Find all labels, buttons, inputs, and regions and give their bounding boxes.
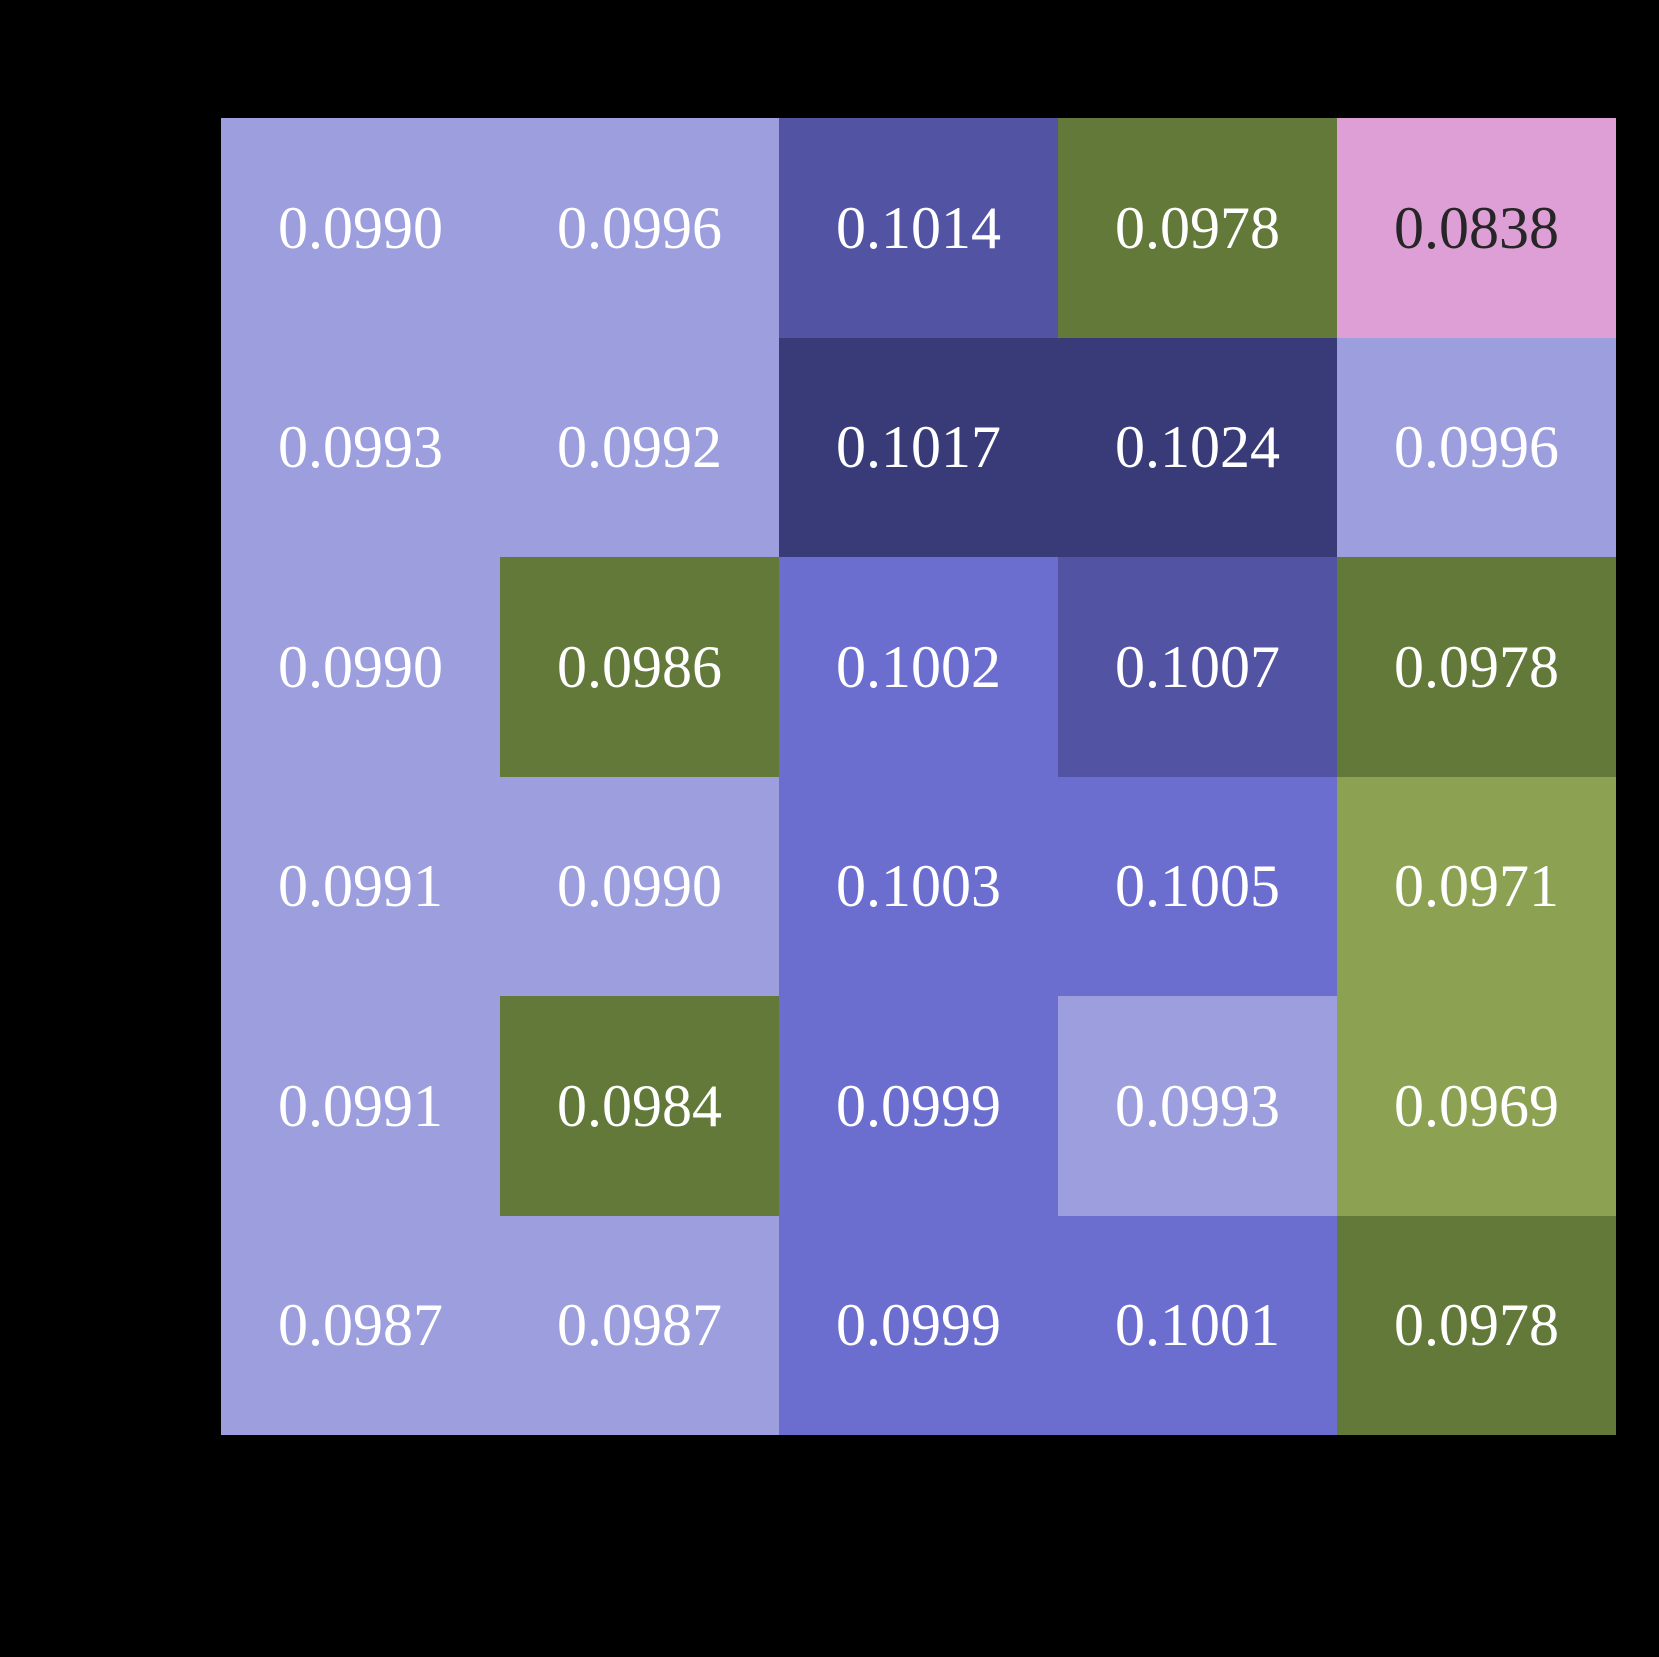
cell-value: 0.1003 xyxy=(836,853,1001,920)
heatmap: 0.0990 0.0996 0.1014 0.0978 0.0838 0.0993 0.09… xyxy=(221,118,1616,1435)
heatmap-cell: 0.0991 xyxy=(221,776,500,996)
heatmap-cell: 0.0993 xyxy=(1058,996,1337,1216)
heatmap-cell: 0.0978 xyxy=(1337,557,1616,777)
heatmap-cell: 0.0978 xyxy=(1337,1215,1616,1435)
heatmap-cell: 0.0971 xyxy=(1337,776,1616,996)
heatmap-cell: 0.0990 xyxy=(221,557,500,777)
cell-value: 0.1024 xyxy=(1115,414,1280,481)
cell-value: 0.0996 xyxy=(1394,414,1559,481)
cell-value: 0.0987 xyxy=(278,1292,443,1359)
heatmap-cell: 0.1002 xyxy=(779,557,1058,777)
heatmap-cell: 0.1003 xyxy=(779,776,1058,996)
heatmap-cell: 0.1005 xyxy=(1058,776,1337,996)
heatmap-cell: 0.0999 xyxy=(779,996,1058,1216)
heatmap-cell: 0.0990 xyxy=(221,118,500,338)
heatmap-cell: 0.0990 xyxy=(500,776,779,996)
heatmap-cell: 0.1017 xyxy=(779,337,1058,557)
cell-value: 0.1001 xyxy=(1115,1292,1280,1359)
heatmap-cell: 0.0996 xyxy=(1337,337,1616,557)
heatmap-cell: 0.1024 xyxy=(1058,337,1337,557)
cell-value: 0.1007 xyxy=(1115,633,1280,700)
cell-value: 0.0838 xyxy=(1394,194,1559,261)
cell-value: 0.0978 xyxy=(1394,633,1559,700)
cell-value: 0.0991 xyxy=(278,1072,443,1139)
cell-value: 0.1014 xyxy=(836,194,1001,261)
cell-value: 0.0986 xyxy=(557,633,722,700)
heatmap-cell: 0.1007 xyxy=(1058,557,1337,777)
heatmap-cell: 0.0999 xyxy=(779,1215,1058,1435)
heatmap-cell: 0.0992 xyxy=(500,337,779,557)
heatmap-cell: 0.1001 xyxy=(1058,1215,1337,1435)
cell-value: 0.0996 xyxy=(557,194,722,261)
cell-value: 0.0978 xyxy=(1115,194,1280,261)
cell-value: 0.0990 xyxy=(278,633,443,700)
heatmap-cell: 0.0993 xyxy=(221,337,500,557)
heatmap-cell: 0.0991 xyxy=(221,996,500,1216)
heatmap-cell: 0.0838 xyxy=(1337,118,1616,338)
heatmap-cell: 0.0978 xyxy=(1058,118,1337,338)
heatmap-cell: 0.0987 xyxy=(500,1215,779,1435)
cell-value: 0.0971 xyxy=(1394,853,1559,920)
heatmap-cell: 0.0986 xyxy=(500,557,779,777)
cell-value: 0.0993 xyxy=(1115,1072,1280,1139)
cell-value: 0.0990 xyxy=(278,194,443,261)
cell-value: 0.0991 xyxy=(278,853,443,920)
cell-value: 0.0969 xyxy=(1394,1072,1559,1139)
cell-value: 0.0992 xyxy=(557,414,722,481)
cell-value: 0.0990 xyxy=(557,853,722,920)
heatmap-cell: 0.1014 xyxy=(779,118,1058,338)
heatmap-cell: 0.0987 xyxy=(221,1215,500,1435)
cell-value: 0.0993 xyxy=(278,414,443,481)
cell-value: 0.1017 xyxy=(836,414,1001,481)
cell-value: 0.1005 xyxy=(1115,853,1280,920)
cell-value: 0.0984 xyxy=(557,1072,722,1139)
cell-value: 0.0987 xyxy=(557,1292,722,1359)
cell-value: 0.0978 xyxy=(1394,1292,1559,1359)
heatmap-cell: 0.0996 xyxy=(500,118,779,338)
cell-value: 0.0999 xyxy=(836,1292,1001,1359)
heatmap-cell: 0.0969 xyxy=(1337,996,1616,1216)
cell-value: 0.1002 xyxy=(836,633,1001,700)
cell-value: 0.0999 xyxy=(836,1072,1001,1139)
heatmap-cell: 0.0984 xyxy=(500,996,779,1216)
